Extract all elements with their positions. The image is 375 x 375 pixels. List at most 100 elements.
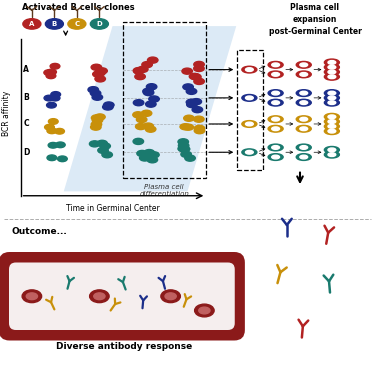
Ellipse shape [268,62,283,68]
Ellipse shape [272,117,279,121]
Ellipse shape [328,124,336,128]
Circle shape [56,142,65,148]
Ellipse shape [324,59,339,66]
Ellipse shape [300,146,307,149]
Circle shape [44,95,54,101]
Circle shape [178,146,189,152]
Text: B: B [52,21,57,27]
Text: Plasma cell
expansion
post-Germinal Center: Plasma cell expansion post-Germinal Cent… [268,3,362,36]
Ellipse shape [268,90,283,96]
Circle shape [146,101,156,107]
Ellipse shape [328,148,336,152]
Circle shape [178,142,189,148]
Ellipse shape [272,91,279,95]
Ellipse shape [328,101,336,105]
Circle shape [178,139,189,145]
Circle shape [181,151,191,157]
Ellipse shape [300,155,307,159]
Circle shape [103,104,113,110]
Circle shape [91,124,101,130]
Circle shape [146,126,156,132]
Circle shape [182,68,192,74]
Ellipse shape [246,68,253,72]
Ellipse shape [242,121,257,128]
Circle shape [95,114,105,120]
Circle shape [136,117,147,123]
Ellipse shape [324,94,339,101]
Circle shape [146,84,157,90]
Ellipse shape [268,154,283,160]
Ellipse shape [272,72,279,76]
Circle shape [46,73,56,79]
Circle shape [45,124,54,130]
Circle shape [143,88,153,94]
Circle shape [141,110,152,116]
Ellipse shape [161,290,180,303]
Circle shape [180,124,190,130]
Circle shape [50,95,60,101]
Circle shape [144,150,154,156]
Text: C: C [23,120,29,129]
Circle shape [194,65,204,72]
Circle shape [100,143,110,149]
Circle shape [135,123,146,130]
Ellipse shape [195,304,214,317]
Circle shape [90,90,101,96]
Ellipse shape [300,101,307,105]
Ellipse shape [328,96,336,100]
Circle shape [51,92,61,97]
Ellipse shape [94,293,105,300]
Circle shape [91,121,102,128]
Ellipse shape [328,120,336,123]
Ellipse shape [296,154,311,160]
Ellipse shape [324,69,339,75]
Ellipse shape [165,293,176,300]
Circle shape [98,147,108,153]
Ellipse shape [324,113,339,120]
Circle shape [88,87,99,93]
Circle shape [138,66,148,72]
Circle shape [45,19,63,29]
Ellipse shape [328,70,336,74]
Ellipse shape [328,61,336,64]
Ellipse shape [246,122,253,126]
Ellipse shape [296,62,311,68]
Circle shape [68,19,86,29]
Ellipse shape [296,90,311,96]
Circle shape [44,70,54,75]
Circle shape [95,76,105,82]
Ellipse shape [300,63,307,67]
Ellipse shape [324,128,339,135]
Ellipse shape [268,71,283,78]
Circle shape [194,78,204,84]
Ellipse shape [199,307,210,314]
Circle shape [104,102,114,108]
Ellipse shape [324,64,339,70]
Circle shape [194,125,205,131]
Circle shape [134,68,144,74]
Circle shape [189,74,200,80]
Ellipse shape [268,99,283,106]
Circle shape [97,140,107,146]
Text: B: B [23,93,29,102]
Circle shape [147,57,158,63]
Text: BCR affinity: BCR affinity [2,90,11,136]
Circle shape [48,142,58,148]
Circle shape [48,118,58,124]
Ellipse shape [272,101,279,105]
Text: A: A [23,65,29,74]
Circle shape [92,115,102,121]
Ellipse shape [300,91,307,95]
Text: C: C [74,21,80,27]
Circle shape [97,68,107,74]
Text: Outcome...: Outcome... [11,227,67,236]
Text: Activated B cells clones: Activated B cells clones [22,3,135,12]
FancyBboxPatch shape [0,252,245,340]
Circle shape [147,157,158,163]
Ellipse shape [268,144,283,151]
Circle shape [50,63,60,69]
Circle shape [23,19,41,29]
Ellipse shape [328,153,336,156]
Ellipse shape [328,129,336,133]
Ellipse shape [272,63,279,67]
